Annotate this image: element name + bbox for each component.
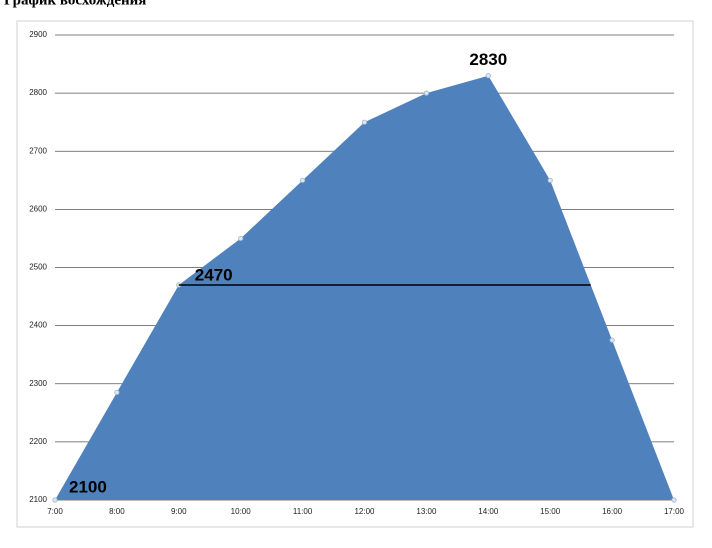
data-label: 2470 — [195, 265, 233, 284]
y-tick-label: 2400 — [29, 321, 47, 330]
x-tick-label: 17:00 — [664, 507, 685, 516]
x-tick-label: 11:00 — [293, 507, 313, 516]
point — [238, 235, 244, 242]
point — [52, 497, 58, 503]
x-tick-label: 9:00 — [171, 507, 187, 516]
y-tick-label: 2600 — [29, 204, 47, 213]
point — [671, 497, 677, 503]
data-label: 2830 — [469, 50, 507, 69]
y-tick-label: 2100 — [29, 495, 47, 504]
x-tick-label: 12:00 — [354, 507, 375, 516]
y-tick-label: 2500 — [29, 263, 47, 272]
point — [361, 119, 368, 125]
x-tick-label: 8:00 — [109, 507, 125, 516]
point — [423, 90, 429, 96]
data-label: 2100 — [69, 477, 107, 496]
y-tick-label: 2900 — [29, 30, 47, 39]
x-tick-label: 16:00 — [602, 507, 623, 516]
x-tick-label: 14:00 — [478, 507, 499, 516]
y-tick-label: 2700 — [29, 146, 47, 155]
point — [299, 177, 306, 183]
x-tick-label: 10:00 — [231, 507, 252, 516]
x-tick-label: 13:00 — [416, 507, 437, 516]
point — [485, 73, 491, 79]
y-tick-label: 2200 — [29, 437, 47, 446]
x-tick-label: 7:00 — [47, 507, 63, 516]
y-tick-label: 2300 — [29, 379, 47, 388]
point — [114, 389, 120, 396]
point — [547, 177, 553, 183]
y-tick-label: 2800 — [29, 88, 47, 97]
point — [609, 337, 615, 343]
area — [55, 75, 674, 500]
x-tick-label: 15:00 — [540, 507, 561, 516]
chart-title: График восхождения — [4, 0, 146, 8]
